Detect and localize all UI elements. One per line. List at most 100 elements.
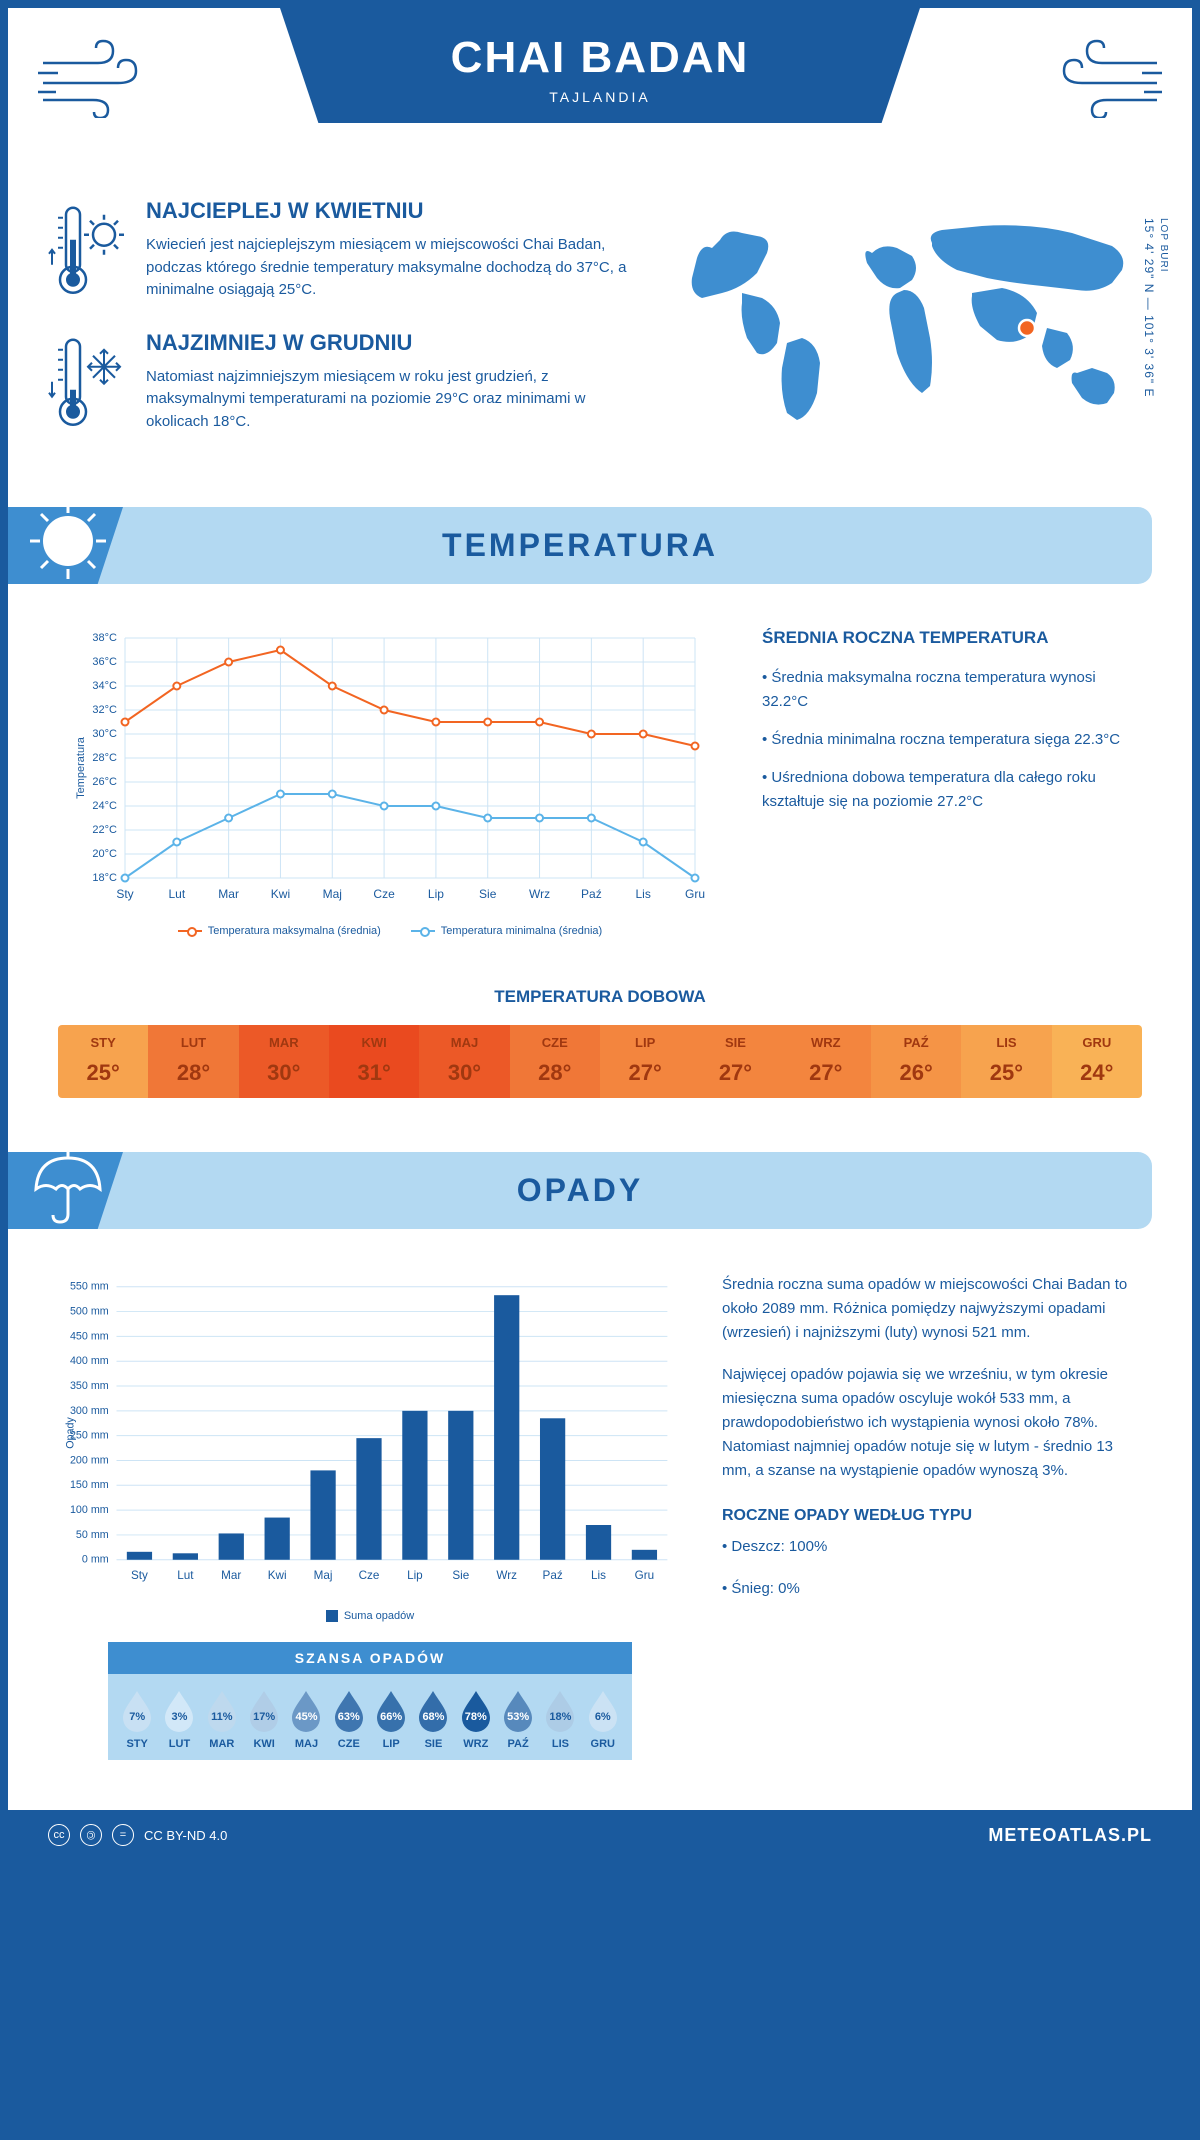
chance-cell: 68%SIE <box>412 1688 454 1750</box>
location-title: CHAI BADAN <box>280 33 920 83</box>
precipitation-text: Średnia roczna suma opadów w miejscowośc… <box>722 1273 1142 1760</box>
daily-temp-title: TEMPERATURA DOBOWA <box>58 987 1142 1007</box>
temp-cell: GRU24° <box>1052 1025 1142 1098</box>
svg-text:Opady: Opady <box>65 1417 77 1449</box>
svg-text:500 mm: 500 mm <box>70 1305 109 1317</box>
precip-type-title: ROCZNE OPADY WEDŁUG TYPU <box>722 1507 1142 1525</box>
chance-cell: 66%LIP <box>370 1688 412 1750</box>
annual-temp-avg: • Uśredniona dobowa temperatura dla całe… <box>762 766 1142 814</box>
svg-text:350 mm: 350 mm <box>70 1380 109 1392</box>
svg-text:Paź: Paź <box>543 1569 563 1582</box>
chance-title: SZANSA OPADÓW <box>108 1642 632 1674</box>
svg-text:Lis: Lis <box>591 1569 606 1582</box>
hottest-title: NAJCIEPLEJ W KWIETNIU <box>146 198 642 224</box>
precip-summary-1: Średnia roczna suma opadów w miejscowośc… <box>722 1273 1142 1345</box>
svg-text:50 mm: 50 mm <box>76 1529 109 1541</box>
section-title: TEMPERATURA <box>8 527 1152 564</box>
precipitation-section: 0 mm50 mm100 mm150 mm200 mm250 mm300 mm3… <box>8 1243 1192 1780</box>
svg-text:450 mm: 450 mm <box>70 1330 109 1342</box>
coordinates: LOP BURI 15° 4' 29" N — 101° 3' 36" E <box>1142 218 1170 397</box>
temp-cell: LIP27° <box>600 1025 690 1098</box>
svg-text:100 mm: 100 mm <box>70 1504 109 1516</box>
sun-icon <box>26 499 111 584</box>
annual-temp-max: • Średnia maksymalna roczna temperatura … <box>762 666 1142 714</box>
svg-text:20°C: 20°C <box>92 848 117 860</box>
chance-cell: 11%MAR <box>201 1688 243 1750</box>
svg-text:Kwi: Kwi <box>268 1569 287 1582</box>
svg-text:18°C: 18°C <box>92 872 117 884</box>
cc-icon: cc <box>48 1824 70 1846</box>
license: cc 🄯 = CC BY-ND 4.0 <box>48 1824 227 1846</box>
svg-text:Paź: Paź <box>581 887 602 901</box>
temp-cell: WRZ27° <box>781 1025 871 1098</box>
temp-extremes: NAJCIEPLEJ W KWIETNIU Kwiecień jest najc… <box>48 198 642 463</box>
svg-text:38°C: 38°C <box>92 632 117 644</box>
svg-text:36°C: 36°C <box>92 656 117 668</box>
svg-text:Gru: Gru <box>635 1569 654 1582</box>
svg-text:24°C: 24°C <box>92 800 117 812</box>
umbrella-icon <box>26 1144 111 1229</box>
thermometer-hot-icon <box>48 198 128 302</box>
svg-text:Wrz: Wrz <box>529 887 550 901</box>
svg-text:26°C: 26°C <box>92 776 117 788</box>
temp-cell: LIS25° <box>961 1025 1051 1098</box>
wind-icon <box>1042 38 1162 118</box>
svg-text:Lis: Lis <box>636 887 651 901</box>
hottest-block: NAJCIEPLEJ W KWIETNIU Kwiecień jest najc… <box>48 198 642 302</box>
precipitation-bar-chart: 0 mm50 mm100 mm150 mm200 mm250 mm300 mm3… <box>58 1273 682 1760</box>
svg-text:22°C: 22°C <box>92 824 117 836</box>
chance-cell: 63%CZE <box>328 1688 370 1750</box>
svg-text:550 mm: 550 mm <box>70 1281 109 1293</box>
precip-rain: • Deszcz: 100% <box>722 1535 1142 1559</box>
precipitation-chance-box: SZANSA OPADÓW 7%STY3%LUT11%MAR17%KWI45%M… <box>108 1642 632 1760</box>
daily-temp-table: STY25°LUT28°MAR30°KWI31°MAJ30°CZE28°LIP2… <box>58 1025 1142 1098</box>
svg-text:0 mm: 0 mm <box>82 1554 109 1566</box>
temperature-annual-stats: ŚREDNIA ROCZNA TEMPERATURA • Średnia mak… <box>762 628 1142 937</box>
svg-text:Sty: Sty <box>131 1569 148 1582</box>
chance-cell: 7%STY <box>116 1688 158 1750</box>
temperature-section: 18°C 20°C 22°C 24°C 26°C 28°C 30°C 32°C 34°C 36°C… <box>8 598 1192 967</box>
svg-text:Gru: Gru <box>685 887 705 901</box>
coldest-title: NAJZIMNIEJ W GRUDNIU <box>146 330 642 356</box>
svg-text:30°C: 30°C <box>92 728 117 740</box>
svg-text:Sie: Sie <box>479 887 497 901</box>
svg-text:32°C: 32°C <box>92 704 117 716</box>
svg-text:Cze: Cze <box>373 887 395 901</box>
svg-text:Kwi: Kwi <box>271 887 290 901</box>
svg-text:Mar: Mar <box>221 1569 241 1582</box>
header-banner: CHAI BADAN TAJLANDIA <box>280 8 920 123</box>
info-row: NAJCIEPLEJ W KWIETNIU Kwiecień jest najc… <box>8 178 1192 493</box>
chance-cell: 3%LUT <box>158 1688 200 1750</box>
chance-cell: 53%PAŹ <box>497 1688 539 1750</box>
svg-text:Wrz: Wrz <box>496 1569 517 1582</box>
temp-cell: MAJ30° <box>419 1025 509 1098</box>
svg-text:Mar: Mar <box>218 887 239 901</box>
svg-text:Maj: Maj <box>314 1569 333 1582</box>
svg-text:400 mm: 400 mm <box>70 1355 109 1367</box>
coldest-block: NAJZIMNIEJ W GRUDNIU Natomiast najzimnie… <box>48 330 642 434</box>
thermometer-cold-icon <box>48 330 128 434</box>
chance-cell: 45%MAJ <box>285 1688 327 1750</box>
world-map: LOP BURI 15° 4' 29" N — 101° 3' 36" E <box>672 198 1152 463</box>
by-icon: 🄯 <box>80 1824 102 1846</box>
coldest-text: Natomiast najzimniejszym miesiącem w rok… <box>146 366 642 434</box>
svg-text:34°C: 34°C <box>92 680 117 692</box>
precip-snow: • Śnieg: 0% <box>722 1577 1142 1601</box>
header: CHAI BADAN TAJLANDIA <box>8 8 1192 178</box>
svg-text:28°C: 28°C <box>92 752 117 764</box>
infographic-page: CHAI BADAN TAJLANDIA <box>8 8 1192 1860</box>
precip-summary-2: Najwięcej opadów pojawia się we wrześniu… <box>722 1363 1142 1483</box>
hottest-text: Kwiecień jest najcieplejszym miesiącem w… <box>146 234 642 302</box>
annual-temp-min: • Średnia minimalna roczna temperatura s… <box>762 728 1142 752</box>
svg-text:Lut: Lut <box>177 1569 194 1582</box>
svg-text:Lut: Lut <box>168 887 185 901</box>
svg-text:Sty: Sty <box>116 887 133 901</box>
svg-text:Lip: Lip <box>407 1569 423 1582</box>
section-title: OPADY <box>8 1172 1152 1209</box>
svg-text:Temperatura: Temperatura <box>75 736 87 799</box>
svg-text:Cze: Cze <box>359 1569 380 1582</box>
nd-icon: = <box>112 1824 134 1846</box>
svg-text:150 mm: 150 mm <box>70 1479 109 1491</box>
temp-cell: CZE28° <box>510 1025 600 1098</box>
temp-cell: SIE27° <box>690 1025 780 1098</box>
